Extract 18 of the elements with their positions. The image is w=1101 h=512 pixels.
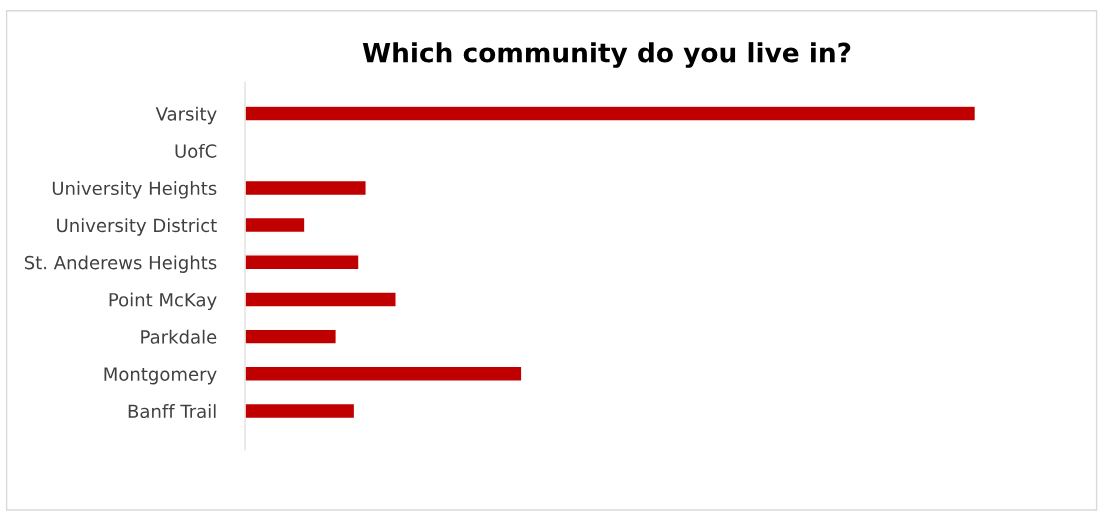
y-tick-label: University District [57,218,217,236]
bar [245,328,337,345]
bar [245,216,306,234]
bar [245,254,360,271]
bar [245,402,356,420]
y-tick-label: University Heights [52,181,217,199]
y-tick-label: UofC [175,143,217,158]
y-tick-label: Parkdale [141,329,217,344]
bar [245,179,367,197]
chart-title: Which community do you live in? [362,42,851,68]
y-tick-label: Point McKay [109,292,217,311]
y-tick-label: Banff Trail [128,404,216,419]
y-tick-label: Varsity [155,106,217,125]
bar [245,365,523,382]
bar [245,105,977,122]
y-tick-label: Montgomery [104,367,217,385]
y-tick-label: St. Anderews Heights [24,255,217,273]
bar [245,291,397,308]
